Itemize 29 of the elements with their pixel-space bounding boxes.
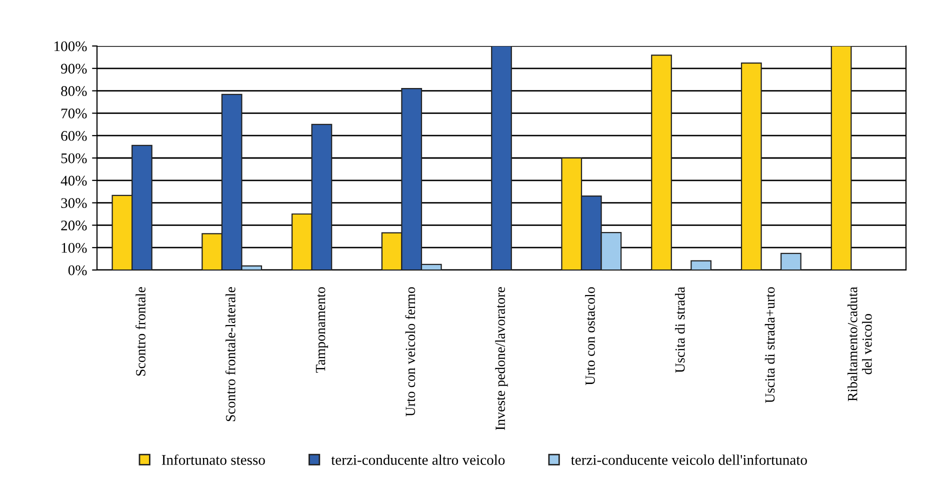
bar [780, 252, 802, 270]
x-tick-label: Tamponamento [316, 287, 328, 373]
x-tick-label: Investe pedone/lavoratore [495, 287, 508, 430]
x-tick-label: Ribaltamento/caduta del veicolo [847, 286, 872, 402]
legend-label: terzi-conducente veicolo dell'infortunato [570, 454, 807, 465]
y-tick-label: 0% [68, 265, 87, 276]
x-tick-label: Urto con ostacolo [585, 287, 595, 386]
bar [830, 46, 852, 270]
legend-label: terzi-conducente altro veicolo [331, 454, 505, 465]
x-tick-label: Uscita di strada+urto [764, 287, 775, 403]
x-tick-label: Urto con veicolo fermo [405, 287, 416, 416]
y-tick-label: 100% [54, 41, 87, 52]
bar [651, 54, 672, 270]
y-tick-label: 70% [62, 108, 87, 118]
y-tick-label: 10% [62, 242, 87, 253]
y-tick-label: 80% [61, 86, 87, 96]
y-tick-label: 30% [61, 198, 87, 208]
bar [740, 62, 762, 270]
y-tick-label: 60% [61, 130, 87, 141]
x-tick-label: Scontro frontale [136, 287, 146, 376]
bar [690, 260, 712, 270]
x-tick-label: Scontro frontale-laterale [225, 287, 236, 422]
y-tick-label: 50% [61, 153, 87, 164]
x-tick-label: Uscita di strada [674, 286, 685, 373]
legend-label: Infortunato stesso [162, 454, 265, 465]
y-tick-label: 90% [61, 64, 87, 74]
y-tick-label: 20% [61, 220, 87, 230]
y-tick-label: 40% [60, 176, 87, 186]
bar [491, 46, 512, 270]
